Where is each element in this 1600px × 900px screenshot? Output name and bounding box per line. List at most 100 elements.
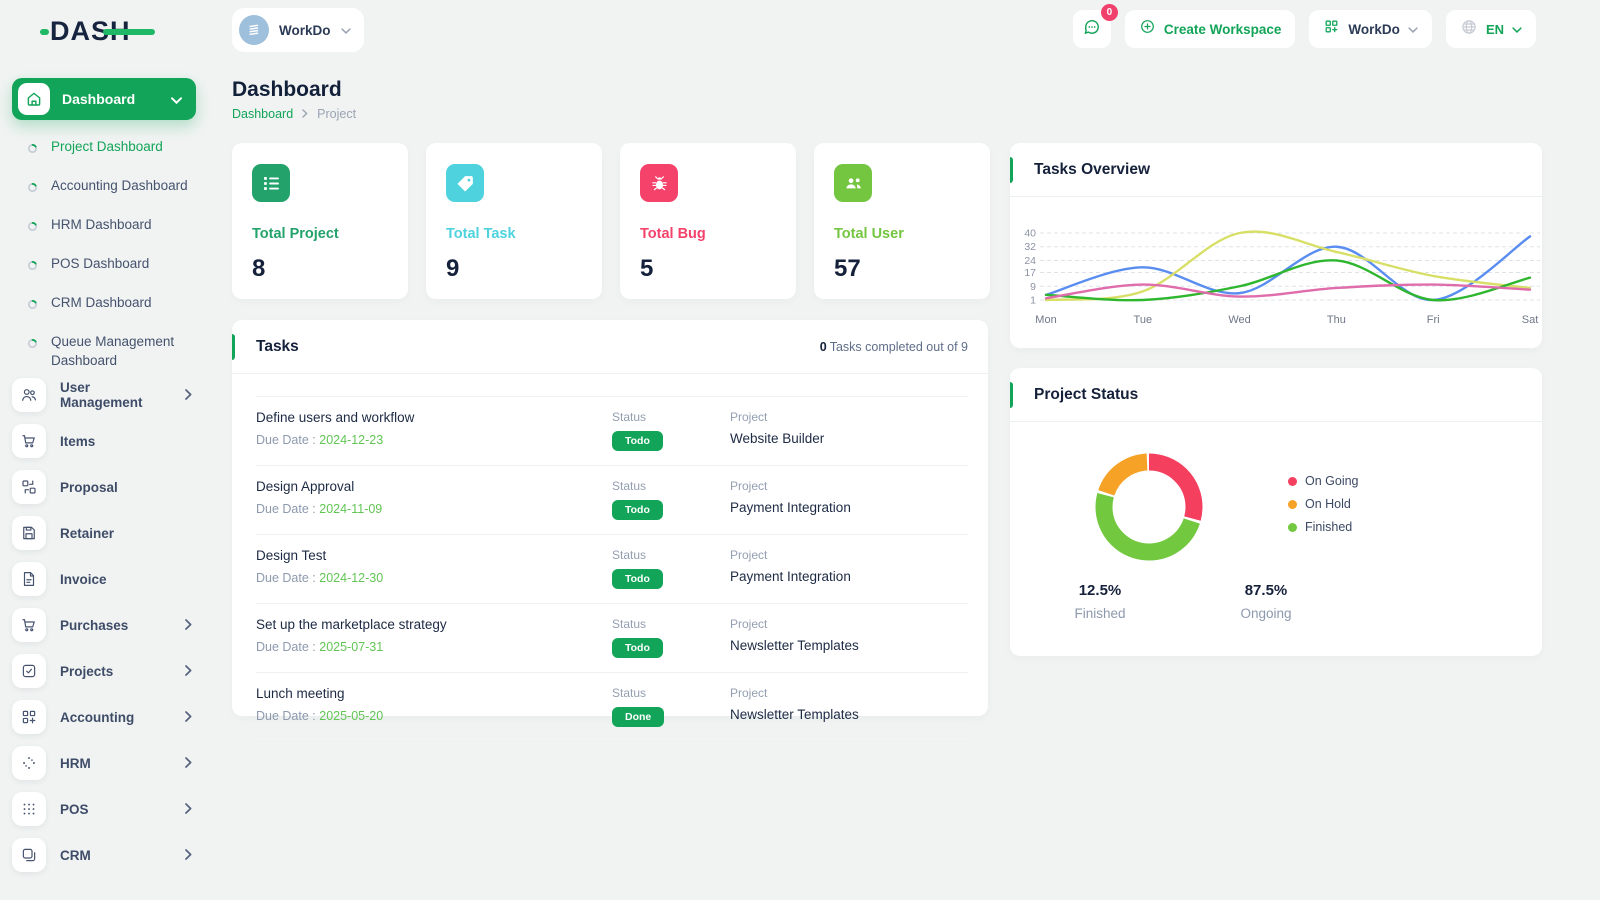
sidebar-item-projects[interactable]: Projects [12, 654, 200, 688]
status-badge: Todo [612, 638, 663, 658]
table-row: Set up the marketplace strategy Due Date… [256, 604, 968, 673]
sidebar-item-items[interactable]: Items [12, 424, 200, 458]
task-project-cell: Project Newsletter Templates [730, 686, 968, 727]
sidebar-item-pos[interactable]: POS [12, 792, 200, 826]
stat-card-total-project: Total Project 8 [232, 143, 408, 299]
project-label: Project [730, 548, 768, 562]
breadcrumb-dashboard[interactable]: Dashboard [232, 107, 294, 121]
status-label: Status [612, 479, 647, 493]
donut-segment-on-going [1095, 453, 1203, 561]
logo-dot [40, 29, 49, 35]
table-row: Design Approval Due Date : 2024-11-09 St… [256, 466, 968, 535]
status-badge: Todo [612, 569, 663, 589]
language-selector[interactable]: EN [1445, 10, 1536, 48]
messages-badge: 0 [1100, 4, 1118, 21]
due-date: 2025-07-31 [319, 640, 384, 654]
chevron-down-icon [1408, 20, 1418, 38]
stat-label: Total User [834, 226, 904, 242]
chevron-right-icon [185, 618, 192, 633]
workspace-name: WorkDo [279, 22, 331, 38]
sidebar-item-invoice[interactable]: Invoice [12, 562, 200, 596]
sidebar-subitem-hrm-dashboard[interactable]: HRM Dashboard [0, 206, 212, 245]
sidebar-item-retainer[interactable]: Retainer [12, 516, 200, 550]
sidebar-item-proposal[interactable]: Proposal [12, 470, 200, 504]
tasks-overview-panel: Tasks Overview 1 9 17 24 32 40 Mon Tue Wed Thu Fri… [1010, 143, 1542, 348]
sidebar-item-crm[interactable]: CRM [12, 838, 200, 872]
status-badge: Todo [612, 500, 663, 520]
due-label: Due Date : [256, 640, 316, 654]
sidebar-subitem-project-dashboard[interactable]: Project Dashboard [0, 128, 212, 167]
svg-text:9: 9 [1030, 281, 1036, 293]
grid-plus-icon [1323, 18, 1340, 40]
task-status-cell: Status Todo [612, 548, 730, 589]
grid-plus-icon [12, 700, 46, 734]
task-name: Lunch meeting [256, 686, 345, 701]
sidebar-subitem-pos-dashboard[interactable]: POS Dashboard [0, 245, 212, 284]
stat-card-total-task: Total Task 9 [426, 143, 602, 299]
tasks-panel-header: Tasks 0 Tasks completed out of 9 [232, 320, 988, 374]
sidebar-subitem-label: CRM Dashboard [51, 294, 152, 310]
legend-label: On Going [1305, 474, 1359, 488]
task-status-cell: Status Todo [612, 479, 730, 520]
logo-dash-bar [102, 29, 155, 35]
task-list: Define users and workflow Due Date : 202… [256, 396, 968, 742]
project-status-body: On Going On Hold Finished 12.5% Finished 8… [1010, 422, 1542, 655]
svg-text:32: 32 [1024, 241, 1036, 253]
sidebar-item-label: User Management [60, 380, 143, 410]
series-pink [1044, 283, 1532, 300]
project-label: Project [730, 686, 768, 700]
tasks-completed-summary: 0 Tasks completed out of 9 [819, 339, 968, 354]
tasks-overview-title: Tasks Overview [1034, 160, 1151, 178]
legend-dot [1288, 499, 1297, 509]
task-main-cell: Define users and workflow Due Date : 202… [256, 410, 612, 451]
sidebar-item-purchases[interactable]: Purchases [12, 608, 200, 642]
sidebar-item-dashboard[interactable]: Dashboard [12, 78, 196, 120]
sidebar-item-user-management[interactable]: User Management [12, 378, 200, 412]
dots-icon [12, 792, 46, 826]
create-workspace-button[interactable]: Create Workspace [1124, 10, 1296, 48]
workspace-switcher-button[interactable]: WorkDo [1309, 10, 1432, 48]
sidebar-subitem-crm-dashboard[interactable]: CRM Dashboard [0, 284, 212, 323]
task-main-cell: Set up the marketplace strategy Due Date… [256, 617, 612, 658]
sidebar-item-hrm[interactable]: HRM [12, 746, 200, 780]
tag-icon [446, 164, 484, 202]
list-check-icon [252, 164, 290, 202]
project-name: Payment Integration [730, 500, 851, 515]
sidebar-item-label: Dashboard [62, 91, 136, 107]
chevron-right-icon [185, 848, 192, 863]
status-badge: Todo [612, 431, 663, 451]
bullet-icon [27, 179, 38, 198]
sidebar-item-label: Accounting [60, 709, 135, 725]
status-label: Status [612, 686, 647, 700]
task-project-cell: Project Payment Integration [730, 479, 968, 520]
bullet-icon [27, 140, 38, 159]
users-icon [12, 378, 46, 412]
accent-bar [1010, 157, 1013, 183]
due-label: Due Date : [256, 433, 316, 447]
breadcrumb-current: Project [317, 107, 357, 121]
due-date: 2024-11-09 [319, 502, 383, 516]
stat-value: 5 [640, 255, 654, 282]
tasks-overview-header: Tasks Overview [1010, 143, 1542, 197]
project-status-header: Project Status [1010, 368, 1542, 422]
project-label: Project [730, 617, 768, 631]
task-main-cell: Design Test Due Date : 2024-12-30 [256, 548, 612, 589]
task-project-cell: Project Website Builder [730, 410, 968, 451]
sidebar-item-accounting[interactable]: Accounting [12, 700, 200, 734]
breadcrumb: Dashboard Project [232, 107, 356, 121]
sidebar-subitem-label: HRM Dashboard [51, 216, 152, 232]
messages-button[interactable]: 0 [1072, 4, 1118, 48]
dashboard-submenu: Project Dashboard Accounting Dashboard HRM… [0, 128, 212, 378]
workspace-chip[interactable]: WorkDo [232, 8, 364, 52]
cart-icon [12, 608, 46, 642]
project-status-panel: Project Status On Going On Hold Finished 1… [1010, 368, 1542, 656]
legend-label: On Hold [1305, 497, 1351, 511]
status-label: Status [612, 410, 647, 424]
task-main-cell: Design Approval Due Date : 2024-11-09 [256, 479, 612, 520]
stat-label: Total Task [446, 226, 516, 242]
legend-item-on-hold: On Hold [1288, 497, 1359, 511]
sidebar-subitem-queue-management-dashboard[interactable]: Queue Management Dashboard [0, 323, 212, 378]
brand-logo[interactable]: DASH [40, 16, 155, 47]
sidebar-subitem-accounting-dashboard[interactable]: Accounting Dashboard [0, 167, 212, 206]
